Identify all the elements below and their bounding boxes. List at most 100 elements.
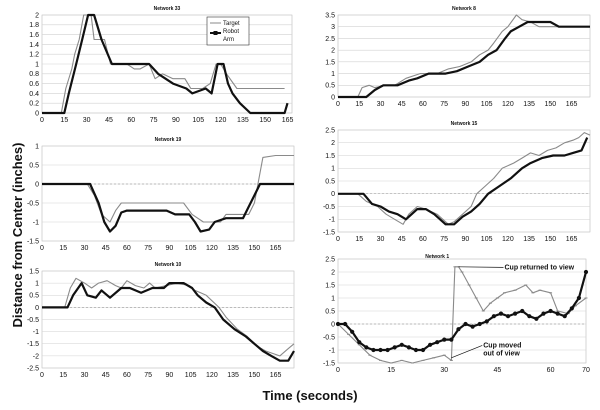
y-tick-label: 2 bbox=[331, 140, 335, 147]
x-tick-label: 45 bbox=[494, 367, 502, 374]
data-point bbox=[435, 340, 440, 345]
data-point bbox=[534, 316, 539, 321]
x-tick-label: 150 bbox=[249, 372, 261, 379]
x-tick-label: 105 bbox=[185, 372, 197, 379]
y-tick-label: -0.5 bbox=[323, 204, 335, 211]
y-tick-label: 2.5 bbox=[325, 256, 335, 263]
data-point bbox=[562, 314, 567, 319]
y-tick-label: 2.5 bbox=[325, 127, 335, 134]
data-point bbox=[576, 295, 582, 301]
x-tick-label: 165 bbox=[566, 101, 578, 108]
y-tick-label: 1.4 bbox=[29, 42, 39, 49]
annotation-text: out of view bbox=[483, 350, 520, 357]
x-tick-label: 60 bbox=[547, 367, 555, 374]
chart-panel: -1.5 -1 -0.5 0 0.5 1 0 15 30 45 60 75 90 105 120 135 150… bbox=[27, 137, 295, 252]
data-point bbox=[442, 337, 447, 342]
legend-marker bbox=[213, 31, 218, 35]
series-line bbox=[337, 266, 587, 364]
data-point bbox=[541, 311, 546, 316]
annotation-text: Cup returned to view bbox=[505, 264, 575, 271]
y-tick-label: 1 bbox=[331, 295, 335, 302]
legend-label: Robot bbox=[223, 29, 239, 35]
data-point bbox=[392, 345, 397, 350]
x-tick-label: 45 bbox=[105, 117, 113, 124]
data-point bbox=[350, 329, 355, 334]
x-tick-label: 70 bbox=[582, 367, 590, 374]
y-tick-label: 0 bbox=[331, 321, 335, 328]
x-tick-label: 120 bbox=[502, 101, 514, 108]
data-point bbox=[399, 342, 404, 347]
x-tick-label: 150 bbox=[249, 245, 261, 252]
x-tick-label: 60 bbox=[123, 372, 131, 379]
x-tick-label: 45 bbox=[398, 101, 406, 108]
data-point bbox=[449, 337, 454, 342]
series-line bbox=[338, 20, 590, 99]
data-point bbox=[470, 324, 475, 329]
chart-title: Network 15 bbox=[451, 121, 478, 127]
x-tick-label: 75 bbox=[440, 236, 448, 243]
y-tick-label: -2.5 bbox=[27, 365, 39, 372]
series-line bbox=[338, 132, 591, 225]
y-tick-label: 0.6 bbox=[29, 81, 39, 88]
y-tick-label: 3 bbox=[331, 24, 335, 31]
y-tick-label: 1.5 bbox=[29, 268, 39, 275]
data-point bbox=[513, 311, 518, 316]
y-tick-label: 1.5 bbox=[325, 282, 335, 289]
y-tick-label: 0.2 bbox=[29, 101, 39, 108]
data-point bbox=[555, 311, 560, 316]
x-tick-label: 60 bbox=[419, 236, 427, 243]
data-point bbox=[371, 347, 376, 353]
figure-x-axis-label: Time (seconds) bbox=[262, 388, 357, 403]
chart-title: Network 1 bbox=[425, 254, 449, 260]
x-tick-label: 120 bbox=[206, 245, 218, 252]
legend: Target Robot Arm bbox=[206, 16, 250, 46]
legend-label: Arm bbox=[223, 37, 234, 43]
x-tick-label: 0 bbox=[336, 236, 340, 243]
y-tick-label: -1 bbox=[329, 217, 335, 224]
data-point bbox=[456, 327, 461, 332]
data-point bbox=[520, 308, 525, 314]
series-line bbox=[338, 14, 590, 98]
x-tick-label: 30 bbox=[377, 101, 385, 108]
y-tick-label: -1.5 bbox=[27, 238, 39, 245]
chart-panel: 0 0.2 0.4 0.6 0.8 1 1.2 1.4 1.6 1.8 2 0 15 30 45 60 75 90… bbox=[29, 6, 293, 124]
y-tick-label: -1 bbox=[329, 347, 335, 354]
x-tick-label: 120 bbox=[502, 236, 514, 243]
y-tick-label: 1 bbox=[331, 166, 335, 173]
chart-panel: -1.5 -1 -0.5 0 0.5 1 1.5 2 2.5 0 15 30 45 60 75 90 105 12… bbox=[323, 121, 591, 243]
x-tick-label: 105 bbox=[192, 117, 204, 124]
x-tick-label: 90 bbox=[172, 117, 180, 124]
data-point bbox=[527, 314, 532, 319]
data-point bbox=[385, 347, 390, 353]
y-tick-label: -2 bbox=[33, 353, 39, 360]
data-point bbox=[463, 321, 468, 327]
x-tick-label: 45 bbox=[102, 245, 110, 252]
y-tick-label: 0 bbox=[35, 110, 39, 117]
x-tick-label: 135 bbox=[523, 101, 535, 108]
x-tick-label: 15 bbox=[355, 101, 363, 108]
x-tick-label: 30 bbox=[440, 367, 448, 374]
x-tick-label: 60 bbox=[127, 117, 135, 124]
data-point bbox=[378, 347, 383, 353]
x-tick-label: 90 bbox=[166, 372, 174, 379]
y-tick-label: -1.5 bbox=[323, 360, 335, 367]
y-tick-label: 1.6 bbox=[29, 32, 39, 39]
x-tick-label: 60 bbox=[123, 245, 131, 252]
x-tick-label: 90 bbox=[166, 245, 174, 252]
x-tick-label: 15 bbox=[59, 372, 67, 379]
y-tick-label: 1 bbox=[331, 71, 335, 78]
y-tick-label: 0.5 bbox=[29, 162, 39, 169]
x-tick-label: 120 bbox=[215, 117, 227, 124]
series-line bbox=[338, 137, 589, 226]
x-tick-label: 90 bbox=[462, 101, 470, 108]
y-tick-label: 2 bbox=[331, 269, 335, 276]
annotation-text: Cup moved bbox=[483, 342, 521, 349]
data-point bbox=[357, 340, 362, 345]
x-tick-label: 135 bbox=[227, 372, 239, 379]
x-tick-label: 15 bbox=[387, 367, 395, 374]
chart-title: Network 19 bbox=[155, 137, 182, 143]
y-tick-label: 1.5 bbox=[325, 153, 335, 160]
x-tick-label: 0 bbox=[40, 117, 44, 124]
y-tick-label: -1 bbox=[33, 219, 39, 226]
chart-panels: 00.20.40.60.811.21.41.61.820 15 30 45 60 75 90… bbox=[27, 6, 591, 379]
